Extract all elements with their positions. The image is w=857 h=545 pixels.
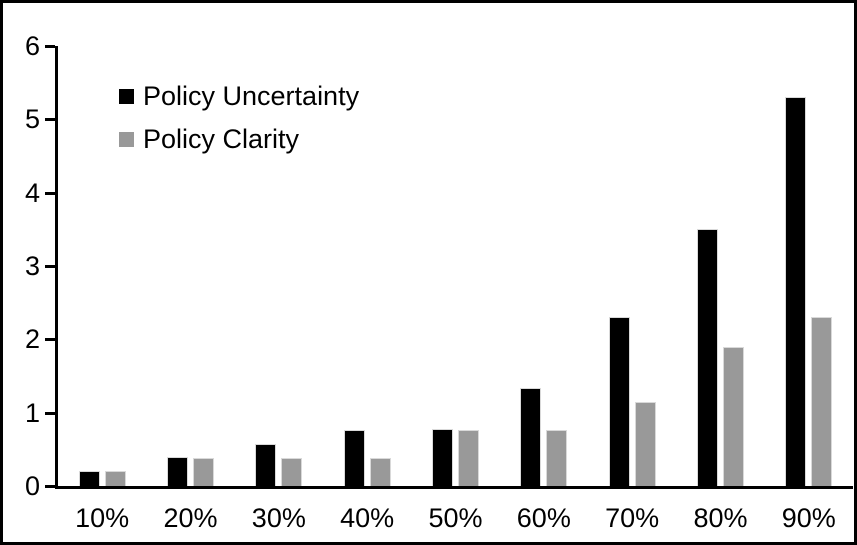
bar-policy-clarity-50%: [457, 430, 479, 486]
plot-area: 6 5 4 3 2 1 0: [25, 32, 853, 500]
x-axis-tick-label: 20%: [163, 503, 218, 533]
bar-group-80%: [676, 46, 764, 486]
bar-policy-uncertainty-40%: [343, 430, 365, 486]
y-axis-tick-label: 6: [24, 31, 40, 61]
y-axis-tick: [45, 412, 55, 415]
y-axis-tick: [45, 192, 55, 195]
bar-policy-uncertainty-10%: [78, 471, 100, 486]
legend-swatch-gray: [119, 131, 134, 147]
x-axis-labels: 10% 20% 30% 40% 50% 60% 70% 80% 90%: [58, 503, 853, 533]
bar-group-70%: [588, 46, 676, 486]
bar-policy-clarity-90%: [811, 317, 833, 486]
x-axis-tick-label: 90%: [781, 503, 836, 533]
x-axis-tick-label: 60%: [516, 503, 571, 533]
bar-group-20%: [146, 46, 234, 486]
y-axis-tick: [45, 338, 55, 341]
x-axis-tick-label: 30%: [251, 503, 306, 533]
bar-group-30%: [235, 46, 323, 486]
bar-group-40%: [323, 46, 411, 486]
legend: Policy Uncertainty Policy Clarity: [119, 81, 359, 154]
y-axis-tick-label: 3: [24, 251, 40, 281]
bar-policy-clarity-80%: [722, 347, 744, 486]
legend-label: Policy Uncertainty: [143, 81, 360, 111]
bar-group-90%: [765, 46, 853, 486]
bar-policy-clarity-20%: [192, 458, 214, 486]
bar-policy-uncertainty-70%: [608, 317, 630, 486]
bar-policy-uncertainty-80%: [696, 229, 718, 486]
legend-item-policy-uncertainty: Policy Uncertainty: [119, 81, 359, 111]
x-axis-tick-label: 40%: [340, 503, 395, 533]
y-axis-tick-label: 5: [24, 104, 40, 134]
y-axis-tick-label: 2: [24, 324, 40, 354]
bar-policy-uncertainty-30%: [255, 444, 277, 486]
bar-policy-clarity-60%: [546, 430, 568, 486]
bar-policy-uncertainty-20%: [166, 457, 188, 486]
bar-group-10%: [58, 46, 146, 486]
y-axis-tick: [45, 485, 55, 488]
bar-policy-clarity-70%: [634, 402, 656, 486]
x-axis-tick-label: 70%: [605, 503, 660, 533]
bar-group-60%: [500, 46, 588, 486]
bar-policy-uncertainty-90%: [785, 97, 807, 486]
bar-policy-clarity-30%: [281, 458, 303, 486]
legend-swatch-black: [119, 88, 134, 104]
x-axis-tick-label: 50%: [428, 503, 483, 533]
bar-policy-uncertainty-50%: [431, 429, 453, 486]
legend-item-policy-clarity: Policy Clarity: [119, 124, 359, 154]
bar-policy-clarity-10%: [104, 471, 126, 486]
y-axis-tick-label: 1: [24, 398, 40, 428]
y-axis-tick-label: 0: [24, 471, 40, 501]
legend-label: Policy Clarity: [143, 124, 300, 154]
y-axis-tick-label: 4: [24, 178, 40, 208]
y-axis-tick: [45, 265, 55, 268]
bar-slots: [58, 46, 853, 486]
x-axis-tick-label: 10%: [75, 503, 130, 533]
bar-policy-clarity-40%: [369, 458, 391, 486]
bar-group-50%: [411, 46, 499, 486]
y-axis-tick: [45, 45, 55, 48]
x-axis-tick-label: 80%: [693, 503, 748, 533]
y-axis-tick: [45, 118, 55, 121]
bar-policy-uncertainty-60%: [520, 388, 542, 486]
